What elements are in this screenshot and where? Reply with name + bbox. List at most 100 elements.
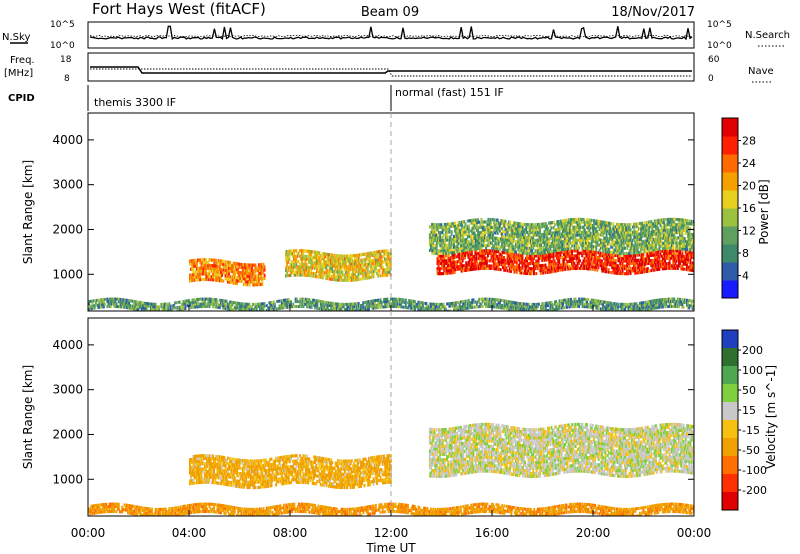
nave-trace — [90, 68, 692, 77]
velocity-yaxis: 1000 2000 3000 4000 — [52, 338, 694, 486]
noise-search-trace — [89, 34, 693, 38]
velocity-data — [88, 422, 694, 516]
scatter-band — [436, 249, 694, 276]
freq-trace — [90, 66, 692, 74]
colorbar-tick-label: 8 — [742, 247, 749, 260]
colorbar-tick-label: 24 — [742, 157, 756, 170]
y-tick-label: 3000 — [52, 383, 83, 397]
power-panel: 1000 2000 3000 4000 Slant Range [km] 4 8 12 16… — [21, 112, 771, 312]
colorbar-swatch — [722, 348, 738, 367]
x-tick-label: 16:00 — [475, 526, 510, 540]
x-tick-label: 00:00 — [677, 526, 712, 540]
scatter-band — [189, 454, 392, 490]
noise-right-label: N.Search — [745, 30, 790, 41]
x-tick-label: 04:00 — [172, 526, 207, 540]
colorbar-tick-label: -200 — [742, 484, 767, 497]
y-tick-label: 4000 — [52, 133, 83, 147]
y-tick-label: 4000 — [52, 338, 83, 352]
colorbar-swatch — [722, 474, 738, 493]
noise-panel: N.Sky 10^5 10^0 10^5 10^0 N.Search — [2, 20, 790, 51]
time-axis: 00:00 04:00 08:00 12:00 16:00 20:00 00:00 — [71, 305, 712, 540]
velocity-ylabel: Slant Range [km] — [21, 365, 35, 469]
colorbar-tick-label: -100 — [742, 464, 767, 477]
colorbar-tick-label: 15 — [742, 404, 756, 417]
colorbar-swatch — [722, 244, 738, 263]
colorbar-tick-label: 28 — [742, 135, 756, 148]
colorbar-swatch — [722, 366, 738, 385]
power-data — [88, 217, 694, 311]
cpid-panel: CPID themis 3300 IF normal (fast) 151 IF — [8, 85, 504, 111]
cpid-mode-2: normal (fast) 151 IF — [395, 86, 504, 99]
y-tick-label: 2000 — [52, 427, 83, 441]
noise-left-tick-bottom: 10^0 — [50, 41, 75, 51]
station-title: Fort Hays West (fitACF) — [92, 0, 266, 18]
colorbar-tick-label: 200 — [742, 344, 763, 357]
colorbar-swatch — [722, 420, 738, 439]
freq-label-1: Freq. — [10, 55, 35, 66]
colorbar-swatch — [722, 330, 738, 349]
x-tick-label: 00:00 — [71, 526, 106, 540]
nave-tick-bottom: 0 — [708, 74, 714, 84]
cpid-label: CPID — [8, 93, 35, 104]
colorbar-swatch — [722, 136, 738, 155]
scatter-band — [428, 422, 694, 478]
time-axis-label: Time UT — [365, 541, 416, 554]
power-colorbar-label: Power [dB] — [757, 179, 771, 244]
noise-left-tick-top: 10^5 — [50, 20, 75, 30]
colorbar-swatch — [722, 190, 738, 209]
nave-label: Nave — [748, 66, 774, 77]
colorbar-swatch — [722, 438, 738, 457]
noise-left-label: N.Sky — [2, 32, 30, 43]
power-ylabel: Slant Range [km] — [21, 160, 35, 264]
beam-label: Beam 09 — [361, 5, 419, 20]
noise-right-tick-bottom: 10^0 — [707, 41, 732, 51]
velocity-colorbar-label: Velocity [m s^-1] — [764, 365, 778, 469]
colorbar-swatch — [722, 402, 738, 421]
colorbar-swatch — [722, 262, 738, 281]
colorbar-swatch — [722, 226, 738, 245]
colorbar-tick-label: 50 — [742, 384, 756, 397]
noise-right-tick-top: 10^5 — [707, 20, 732, 30]
y-tick-label: 1000 — [52, 267, 83, 281]
colorbar-tick-label: 4 — [742, 270, 749, 283]
colorbar-tick-label: -50 — [742, 444, 760, 457]
date-label: 18/Nov/2017 — [611, 5, 695, 20]
freq-tick-bottom: 8 — [64, 74, 70, 84]
x-tick-label: 08:00 — [273, 526, 308, 540]
x-tick-label: 20:00 — [576, 526, 611, 540]
colorbar-swatch — [722, 208, 738, 227]
velocity-panel: 1000 2000 3000 4000 Slant Range [km] 200 100… — [21, 317, 778, 517]
freq-panel: Freq. [MHz] 18 8 60 0 Nave — [4, 52, 774, 84]
colorbar-frame — [721, 329, 739, 511]
power-colorbar: 4 8 12 16 20 24 28 — [721, 117, 756, 299]
colorbar-swatch — [722, 154, 738, 173]
freq-label-2: [MHz] — [4, 68, 33, 79]
x-tick-label: 12:00 — [374, 526, 409, 540]
colorbar-tick-label: 20 — [742, 180, 756, 193]
colorbar-swatch — [722, 456, 738, 475]
freq-tick-top: 18 — [60, 55, 72, 65]
scatter-band — [189, 258, 266, 287]
colorbar-swatch — [722, 384, 738, 403]
noise-sky-trace — [89, 25, 693, 41]
velocity-colorbar: 200 100 50 15 -15 -50 -100 -200 — [721, 329, 767, 511]
scatter-band — [285, 249, 392, 282]
y-tick-label: 1000 — [52, 472, 83, 486]
y-tick-label: 3000 — [52, 178, 83, 192]
power-yaxis: 1000 2000 3000 4000 — [52, 133, 694, 281]
colorbar-swatch — [722, 172, 738, 191]
scatter-band — [428, 217, 694, 256]
nave-tick-top: 60 — [708, 55, 720, 65]
y-tick-label: 2000 — [52, 222, 83, 236]
colorbar-swatch — [722, 492, 738, 511]
colorbar-tick-label: 100 — [742, 364, 763, 377]
cpid-mode-1: themis 3300 IF — [94, 96, 176, 109]
colorbar-tick-label: -15 — [742, 424, 760, 437]
colorbar-swatch — [722, 118, 738, 137]
scatter-band — [88, 297, 694, 311]
colorbar-tick-label: 12 — [742, 225, 756, 238]
colorbar-tick-label: 16 — [742, 202, 756, 215]
colorbar-swatch — [722, 280, 738, 299]
scatter-band — [88, 502, 694, 516]
